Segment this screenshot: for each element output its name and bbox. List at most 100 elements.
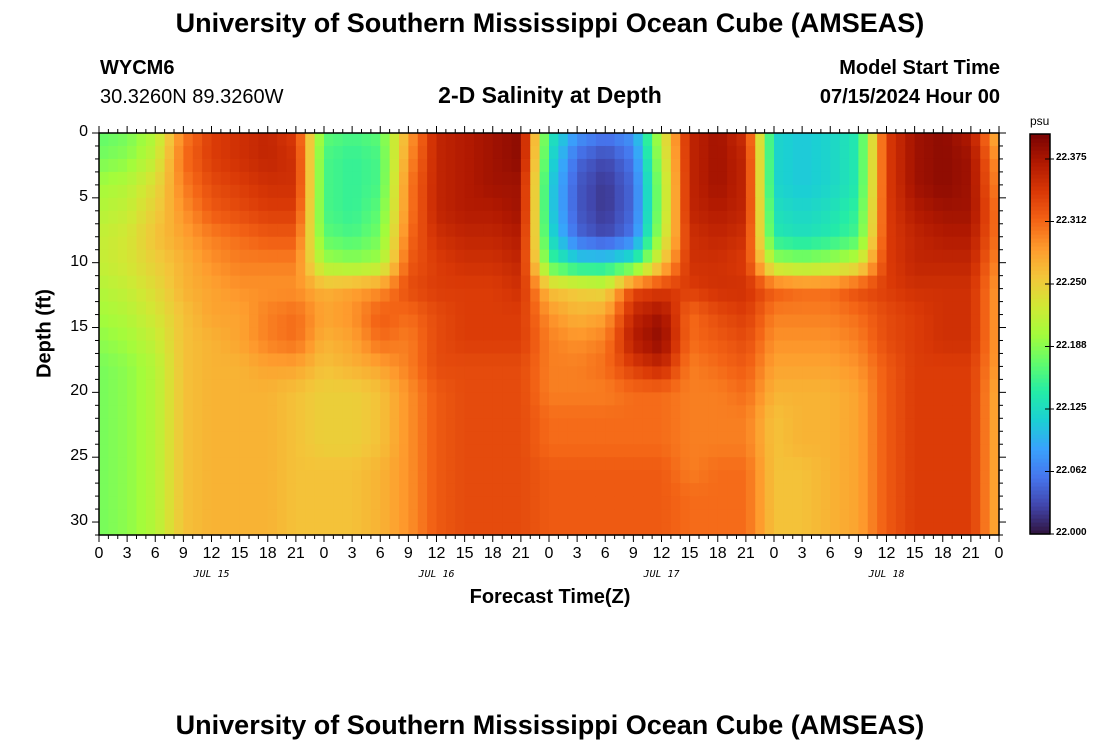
- heatmap-cell: [258, 457, 269, 471]
- heatmap-cell: [849, 145, 859, 160]
- heatmap-cell: [520, 236, 531, 251]
- heatmap-cell: [792, 405, 803, 419]
- heatmap-cell: [811, 275, 822, 290]
- heatmap-cell: [530, 275, 541, 290]
- heatmap-cell: [202, 418, 213, 432]
- heatmap-cell: [445, 171, 456, 186]
- heatmap-cell: [427, 197, 438, 212]
- heatmap-cell: [314, 405, 325, 419]
- heatmap-cell: [727, 509, 738, 523]
- heatmap-cell: [202, 483, 213, 497]
- heatmap-cell: [764, 223, 775, 238]
- heatmap-cell: [942, 223, 953, 238]
- heatmap-cell: [492, 314, 503, 329]
- heatmap-cell: [820, 418, 831, 432]
- heatmap-cell: [933, 262, 944, 277]
- heatmap-cell: [670, 314, 681, 329]
- heatmap-cell: [99, 353, 109, 368]
- heatmap-cell: [567, 470, 578, 484]
- heatmap-cell: [314, 470, 325, 484]
- heatmap-cell: [699, 133, 709, 147]
- heatmap-cell: [764, 236, 775, 251]
- heatmap-cell: [202, 470, 213, 484]
- heatmap-cell: [989, 301, 1000, 316]
- heatmap-cell: [145, 197, 156, 212]
- heatmap-cell: [117, 249, 128, 264]
- heatmap-cell: [820, 509, 831, 523]
- heatmap-cell: [914, 522, 925, 536]
- heatmap-cell: [249, 197, 259, 212]
- heatmap-cell: [511, 145, 522, 160]
- heatmap-cell: [202, 509, 213, 523]
- heatmap-cell: [539, 327, 550, 342]
- heatmap-cell: [830, 366, 841, 380]
- heatmap-cell: [595, 314, 606, 329]
- heatmap-cell: [427, 366, 438, 380]
- heatmap-cell: [483, 275, 494, 290]
- heatmap-cell: [99, 483, 109, 497]
- heatmap-cell: [408, 470, 419, 484]
- heatmap-cell: [136, 483, 147, 497]
- heatmap-cell: [680, 145, 691, 160]
- heatmap-cell: [558, 301, 569, 316]
- heatmap-cell: [474, 327, 484, 342]
- heatmap-cell: [483, 171, 494, 186]
- heatmap-cell: [670, 158, 681, 173]
- heatmap-cell: [220, 405, 231, 419]
- heatmap-cell: [164, 210, 175, 225]
- heatmap-cell: [305, 379, 316, 393]
- heatmap-cell: [717, 444, 728, 458]
- heatmap-cell: [155, 158, 166, 173]
- heatmap-cell: [989, 197, 1000, 212]
- heatmap-cell: [211, 249, 222, 264]
- heatmap-cell: [380, 133, 391, 147]
- heatmap-cell: [230, 145, 241, 160]
- heatmap-cell: [699, 158, 709, 173]
- heatmap-cell: [211, 223, 222, 238]
- heatmap-cell: [605, 418, 616, 432]
- heatmap-cell: [989, 353, 1000, 368]
- heatmap-cell: [886, 236, 897, 251]
- heatmap-cell: [914, 457, 925, 471]
- heatmap-cell: [914, 184, 925, 199]
- heatmap-cell: [352, 340, 363, 355]
- colorbar-swatch: [1030, 446, 1050, 451]
- heatmap-cell: [661, 392, 672, 406]
- heatmap-cell: [811, 236, 822, 251]
- heatmap-cell: [99, 366, 109, 380]
- heatmap-cell: [277, 197, 288, 212]
- heatmap-cell: [389, 366, 400, 380]
- heatmap-cell: [605, 431, 616, 445]
- heatmap-cell: [511, 496, 522, 510]
- heatmap-cell: [577, 275, 588, 290]
- heatmap-cell: [924, 431, 934, 445]
- heatmap-cell: [436, 210, 447, 225]
- heatmap-cell: [783, 184, 794, 199]
- heatmap-cell: [277, 496, 288, 510]
- heatmap-cell: [586, 470, 597, 484]
- heatmap-cell: [605, 379, 616, 393]
- heatmap-cell: [661, 275, 672, 290]
- heatmap-cell: [361, 197, 372, 212]
- heatmap-cell: [192, 314, 203, 329]
- heatmap-cell: [727, 418, 738, 432]
- heatmap-cell: [174, 262, 184, 277]
- heatmap-cell: [670, 223, 681, 238]
- heatmap-cell: [520, 275, 531, 290]
- heatmap-cell: [783, 353, 794, 368]
- x-axis-label: Forecast Time(Z): [469, 586, 631, 608]
- heatmap-cell: [924, 184, 934, 199]
- heatmap-cell: [952, 470, 963, 484]
- heatmap-cell: [174, 145, 184, 160]
- heatmap-cell: [717, 223, 728, 238]
- heatmap-cell: [333, 470, 344, 484]
- heatmap-cell: [314, 262, 325, 277]
- heatmap-cell: [830, 223, 841, 238]
- colorbar-swatch: [1030, 294, 1050, 299]
- heatmap-cell: [830, 262, 841, 277]
- heatmap-cell: [652, 327, 663, 342]
- heatmap-cell: [652, 522, 663, 536]
- heatmap-cell: [942, 496, 953, 510]
- heatmap-cell: [586, 353, 597, 368]
- heatmap-cell: [436, 301, 447, 316]
